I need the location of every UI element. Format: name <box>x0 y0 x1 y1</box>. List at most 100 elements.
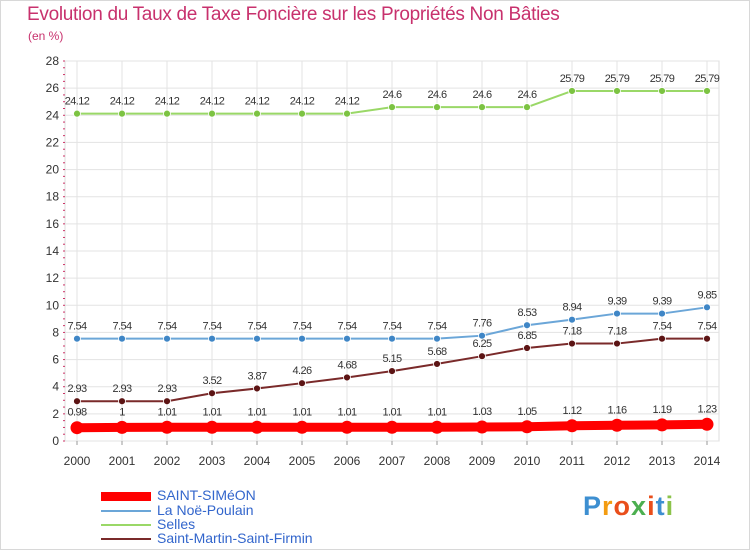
data-point <box>388 103 396 112</box>
data-label: 1.01 <box>247 406 266 418</box>
data-label: 1.12 <box>562 405 581 417</box>
y-tick-label: 4 <box>52 380 59 394</box>
legend-label: SAINT-SIMéON <box>157 487 256 503</box>
data-point <box>163 109 171 118</box>
data-point <box>163 334 171 343</box>
data-point <box>340 420 354 434</box>
y-tick-label: 6 <box>52 353 59 367</box>
logo-letter: x <box>631 491 648 521</box>
x-tick-label: 2002 <box>154 454 181 468</box>
data-label: 1.05 <box>517 406 536 418</box>
logo-letter: o <box>613 491 632 521</box>
data-label: 7.54 <box>157 321 176 333</box>
data-point <box>343 109 351 118</box>
data-label: 1.16 <box>607 404 626 416</box>
data-label: 1.03 <box>472 406 491 418</box>
data-label: 1.01 <box>292 406 311 418</box>
data-point <box>253 334 261 343</box>
data-label: 9.39 <box>607 296 626 308</box>
logo-letter: P <box>583 491 603 521</box>
data-label: 7.54 <box>292 321 311 333</box>
x-tick-label: 2000 <box>64 454 91 468</box>
data-point <box>565 419 579 433</box>
data-point <box>568 315 576 324</box>
data-label: 24.12 <box>290 96 315 108</box>
data-label: 5.15 <box>382 353 401 365</box>
x-tick-label: 2006 <box>334 454 361 468</box>
data-point <box>523 103 531 112</box>
data-label: 24.6 <box>427 89 446 101</box>
legend-item-saint-simeon: SAINT-SIMéON <box>101 487 361 504</box>
data-point <box>298 379 306 388</box>
data-point <box>703 334 711 343</box>
data-point <box>478 352 486 361</box>
x-tick-label: 2007 <box>379 454 406 468</box>
y-tick-label: 2 <box>52 407 59 421</box>
x-tick-label: 2003 <box>199 454 226 468</box>
legend-label: Selles <box>157 516 196 532</box>
data-point <box>118 397 126 406</box>
data-point <box>523 321 531 330</box>
data-label: 24.6 <box>472 89 491 101</box>
y-tick-label: 28 <box>46 54 60 68</box>
data-point <box>475 420 489 434</box>
y-tick-label: 22 <box>46 135 60 149</box>
data-point <box>208 389 216 398</box>
data-label: 24.12 <box>65 96 90 108</box>
data-label: 1.01 <box>427 406 446 418</box>
data-label: 1.23 <box>697 403 716 415</box>
data-point <box>433 360 441 368</box>
x-tick-label: 2014 <box>694 454 721 468</box>
data-label: 3.52 <box>202 375 221 387</box>
legend-label: La Noë-Poulain <box>157 502 254 518</box>
data-label: 7.18 <box>562 326 581 338</box>
data-label: 4.26 <box>292 365 311 377</box>
data-point <box>568 339 576 348</box>
data-label: 7.54 <box>427 321 446 333</box>
data-label: 7.54 <box>112 321 131 333</box>
data-point <box>73 397 81 406</box>
data-label: 7.54 <box>202 321 221 333</box>
y-tick-label: 0 <box>52 434 59 448</box>
data-label: 7.76 <box>472 318 491 330</box>
x-tick-label: 2010 <box>514 454 541 468</box>
data-point <box>433 103 441 112</box>
data-point <box>70 421 84 435</box>
logo-letter: t <box>655 491 666 521</box>
data-label: 9.39 <box>652 296 671 308</box>
y-tick-label: 14 <box>46 244 60 258</box>
data-label: 24.12 <box>335 96 360 108</box>
y-tick-label: 8 <box>52 325 59 339</box>
data-point <box>73 109 81 118</box>
legend-swatch <box>101 491 151 501</box>
data-point <box>208 109 216 118</box>
logo-letter: i <box>647 491 656 521</box>
data-label: 1.01 <box>382 406 401 418</box>
data-point <box>118 109 126 118</box>
data-label: 4.68 <box>337 359 356 371</box>
data-point <box>433 334 441 343</box>
data-point <box>430 420 444 434</box>
x-tick-label: 2012 <box>604 454 631 468</box>
data-point <box>613 87 621 95</box>
data-label: 7.54 <box>337 321 356 333</box>
data-point <box>700 417 714 431</box>
data-point <box>388 367 396 376</box>
data-point <box>163 397 171 406</box>
logo-letter: i <box>665 491 675 521</box>
data-point <box>208 334 216 343</box>
legend-item-saint-martin-saint-firmin: Saint-Martin-Saint-Firmin <box>101 530 361 547</box>
x-tick-label: 2008 <box>424 454 451 468</box>
data-label: 7.54 <box>247 321 266 333</box>
y-tick-label: 12 <box>46 271 60 285</box>
data-point <box>610 418 624 432</box>
data-label: 2.93 <box>157 383 176 395</box>
legend-swatch <box>101 510 151 512</box>
data-point <box>298 109 306 118</box>
x-tick-label: 2009 <box>469 454 496 468</box>
data-label: 7.54 <box>382 321 401 333</box>
data-point <box>388 334 396 343</box>
data-point <box>520 420 534 434</box>
data-point <box>160 420 174 434</box>
